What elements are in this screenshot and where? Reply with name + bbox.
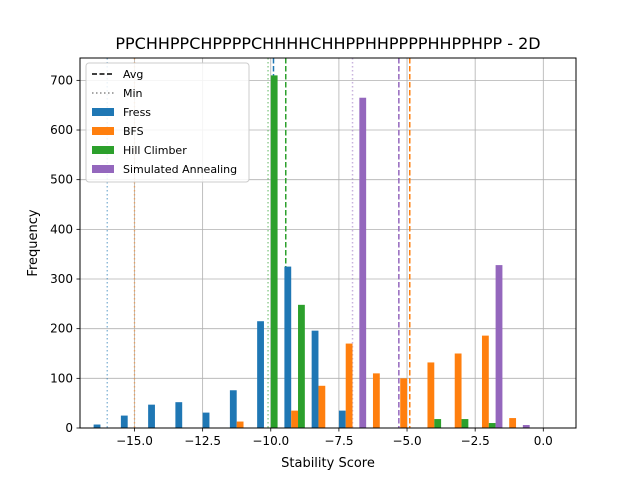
legend-label: Simulated Annealing (123, 163, 237, 176)
bar (284, 266, 292, 428)
bar (257, 321, 264, 428)
y-tick-label: 500 (50, 173, 73, 187)
legend-label: Hill Climber (123, 144, 187, 157)
bar (461, 419, 469, 428)
chart-title: PPCHHPPCHPPPPCHHHHCHHPPHHPPPPHHPPHPP - 2… (115, 34, 540, 53)
bar (481, 335, 489, 428)
bar (311, 330, 319, 428)
bar (236, 421, 244, 428)
legend-label: Min (123, 87, 143, 100)
y-tick-label: 700 (50, 73, 73, 87)
bar (202, 412, 210, 428)
bar (400, 378, 408, 428)
bars (93, 75, 530, 429)
x-tick-label: 0.0 (534, 434, 553, 448)
y-tick-label: 400 (50, 222, 73, 236)
legend-label: BFS (123, 125, 144, 138)
bar (175, 402, 183, 428)
y-tick-label: 100 (50, 371, 73, 385)
bar (434, 419, 442, 428)
y-tick-label: 200 (50, 322, 73, 336)
bar (318, 385, 326, 428)
x-tick-label: −7.5 (324, 434, 353, 448)
bar (229, 390, 237, 428)
legend-swatch (92, 146, 114, 154)
bar (291, 410, 299, 428)
bar (359, 97, 367, 429)
bar (120, 415, 128, 428)
x-tick-label: −10.0 (252, 434, 289, 448)
bar (148, 404, 155, 428)
bar (93, 424, 101, 428)
legend-label: Fress (123, 106, 151, 119)
legend-box (85, 62, 250, 183)
y-axis: 0 100 200 300 400 500 600 700 (50, 73, 80, 435)
bar (488, 423, 496, 428)
bar (270, 75, 278, 428)
bar (298, 304, 305, 428)
x-axis: −15.0 −12.5 −10.0 −7.5 −5.0 −2.5 0.0 (116, 428, 553, 448)
x-tick-label: −15.0 (116, 434, 153, 448)
bar (427, 362, 435, 428)
plot-area-frame (79, 57, 577, 429)
legend-swatch (92, 165, 114, 173)
x-tick-label: −12.5 (184, 434, 221, 448)
legend-swatch (92, 127, 114, 135)
bar (509, 418, 517, 428)
y-tick-label: 0 (65, 421, 73, 435)
legend: Avg Min Fress BFS Hill Climber Simulated Anne… (85, 62, 250, 183)
legend-label: Avg (123, 68, 143, 81)
bar (522, 425, 530, 428)
bar (338, 410, 346, 428)
y-axis-label: Frequency (26, 209, 41, 276)
bar (495, 265, 503, 428)
bar (372, 373, 380, 428)
bar (454, 353, 462, 428)
bar (345, 343, 353, 428)
x-tick-label: −2.5 (461, 434, 490, 448)
x-axis-label: Stability Score (281, 456, 375, 471)
x-tick-label: −5.0 (392, 434, 421, 448)
y-tick-label: 300 (50, 272, 73, 286)
legend-swatch (92, 108, 114, 116)
y-tick-label: 600 (50, 123, 73, 137)
